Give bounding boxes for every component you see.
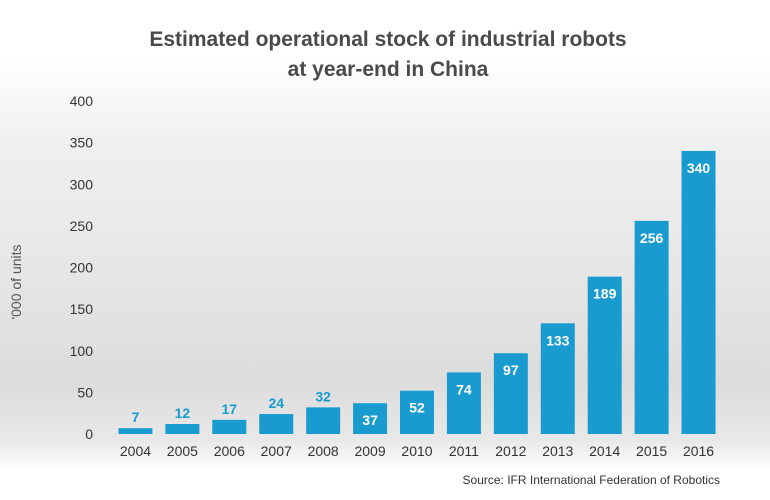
bar bbox=[446, 372, 481, 434]
bar bbox=[212, 419, 247, 434]
bar-value-label: 37 bbox=[362, 412, 378, 428]
bar-value-label: 52 bbox=[409, 400, 425, 416]
x-tick-label: 2010 bbox=[401, 443, 432, 459]
bar-value-label: 74 bbox=[456, 381, 472, 397]
bar-labels-group: 7 12 17 24 32 37 52 74 97 133 189 256 340 bbox=[132, 160, 711, 428]
bar bbox=[259, 414, 294, 434]
x-tick-label: 2016 bbox=[683, 443, 714, 459]
bar-value-label: 256 bbox=[640, 230, 664, 246]
y-tick-label: 150 bbox=[70, 301, 94, 317]
bar-value-label: 340 bbox=[687, 160, 711, 176]
chart-title-line-1: Estimated operational stock of industria… bbox=[149, 28, 626, 51]
bar bbox=[587, 276, 622, 434]
y-tick-label: 100 bbox=[70, 343, 94, 359]
y-axis-ticks: 0 50 100 150 200 250 300 350 400 bbox=[70, 93, 94, 442]
x-tick-label: 2005 bbox=[167, 443, 198, 459]
x-tick-label: 2014 bbox=[589, 443, 620, 459]
bar bbox=[634, 220, 669, 434]
x-tick-label: 2015 bbox=[636, 443, 667, 459]
bar bbox=[306, 407, 341, 434]
bar bbox=[540, 323, 575, 434]
y-tick-label: 300 bbox=[70, 176, 94, 192]
bar-value-label: 189 bbox=[593, 286, 617, 302]
bar-value-label: 12 bbox=[175, 405, 191, 421]
bar bbox=[165, 424, 200, 434]
bar bbox=[118, 428, 153, 434]
bar-value-label: 7 bbox=[132, 409, 140, 425]
x-tick-label: 2013 bbox=[542, 443, 573, 459]
x-axis-ticks: 2004 2005 2006 2007 2008 2009 2010 2011 2012 2013… bbox=[120, 443, 714, 459]
source-note: Source: IFR International Federation of … bbox=[463, 473, 720, 487]
x-tick-label: 2011 bbox=[449, 443, 479, 459]
x-tick-label: 2007 bbox=[261, 443, 292, 459]
x-tick-label: 2012 bbox=[495, 443, 526, 459]
bar-value-label: 97 bbox=[503, 362, 519, 378]
y-tick-label: 50 bbox=[77, 384, 93, 400]
bar bbox=[353, 403, 388, 434]
bar bbox=[681, 150, 716, 434]
x-tick-label: 2008 bbox=[308, 443, 339, 459]
y-tick-label: 250 bbox=[70, 218, 94, 234]
x-tick-label: 2006 bbox=[214, 443, 245, 459]
y-tick-label: 400 bbox=[70, 93, 94, 109]
bar-value-label: 17 bbox=[222, 401, 238, 417]
bars-group bbox=[118, 150, 716, 434]
bar bbox=[493, 353, 528, 434]
chart-title-line-2: at year-end in China bbox=[288, 58, 489, 81]
bar-value-label: 32 bbox=[315, 388, 331, 404]
x-tick-label: 2009 bbox=[354, 443, 385, 459]
y-tick-label: 350 bbox=[70, 135, 94, 151]
bar-value-label: 24 bbox=[268, 395, 284, 411]
y-axis-label: '000 of units bbox=[8, 244, 24, 319]
y-tick-label: 200 bbox=[70, 260, 94, 276]
bar bbox=[400, 390, 434, 434]
y-tick-label: 0 bbox=[85, 426, 93, 442]
bar-value-label: 133 bbox=[546, 332, 570, 348]
x-tick-label: 2004 bbox=[120, 443, 151, 459]
